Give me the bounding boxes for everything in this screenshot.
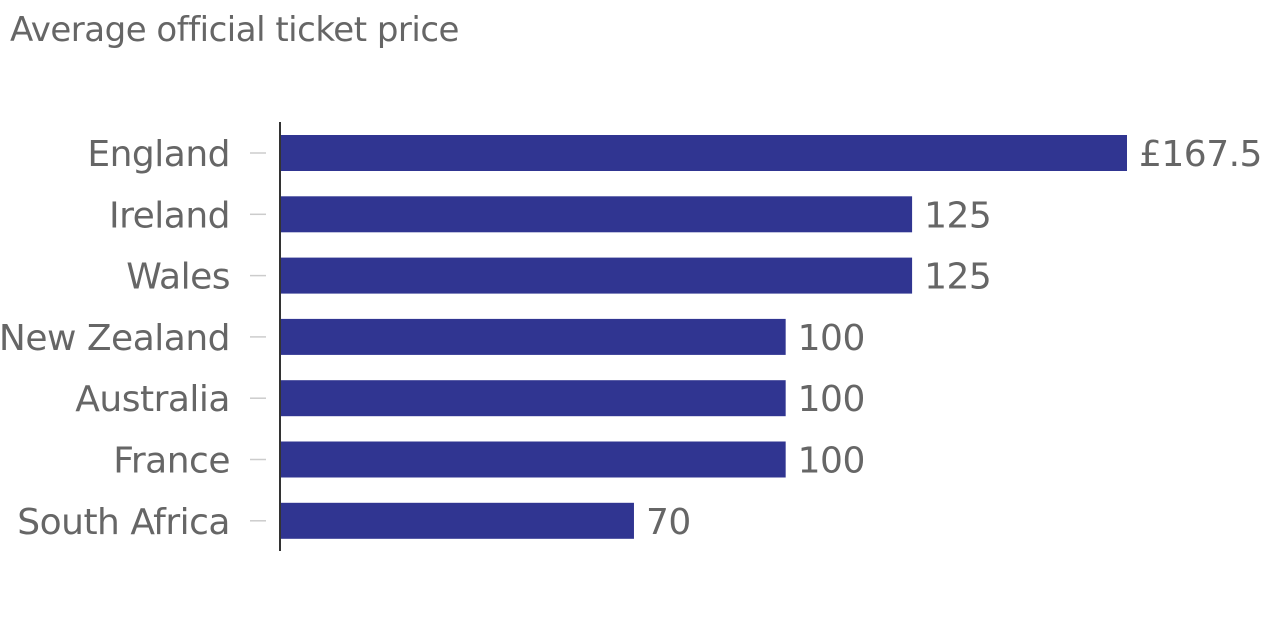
data-label: 70: [646, 502, 691, 543]
category-label: England: [87, 134, 230, 175]
category-label: South Africa: [17, 502, 230, 543]
bar: [280, 135, 1127, 171]
category-label: Ireland: [109, 195, 230, 236]
category-label: Wales: [126, 257, 230, 298]
data-label: 125: [924, 195, 991, 236]
bar: [280, 502, 634, 539]
category-label: New Zealand: [0, 318, 230, 359]
bar: [280, 441, 786, 478]
bar: [280, 196, 913, 233]
data-label: 100: [798, 318, 865, 359]
category-label: Australia: [75, 379, 230, 420]
chart-title: Average official ticket price: [10, 10, 459, 50]
bar: [280, 380, 786, 417]
data-label: 100: [798, 379, 865, 420]
data-label: 100: [798, 441, 865, 482]
data-label: £167.5: [1139, 134, 1262, 175]
bar: [280, 318, 786, 355]
bar: [280, 257, 913, 294]
bars-layer: England £167.5 Ireland 125 Wales 125 New Zeala…: [0, 134, 1262, 543]
category-label: France: [113, 441, 230, 482]
data-label: 125: [924, 257, 991, 298]
